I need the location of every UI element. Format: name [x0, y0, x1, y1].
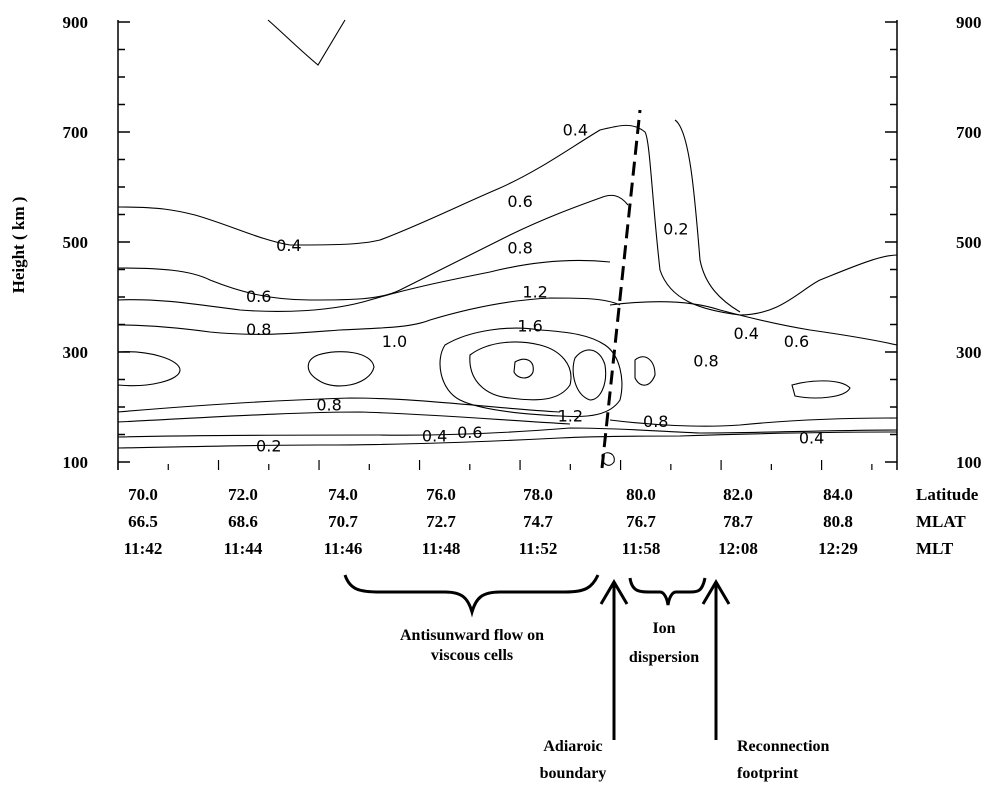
- y-tick-label-right: 900: [956, 13, 982, 32]
- x-row-value: 72.0: [228, 485, 258, 504]
- reconnection-label-line1: Reconnection: [737, 738, 830, 755]
- contour-label: 0.8: [643, 412, 668, 431]
- contour-line: [117, 194, 629, 301]
- x-row-value: 11:58: [622, 539, 661, 558]
- y-tick-label-left: 300: [63, 343, 89, 362]
- y-tick-label-right: 700: [956, 123, 982, 142]
- contour-label: 0.4: [422, 427, 447, 446]
- x-row-value: 74.7: [523, 512, 553, 531]
- contour-line: [634, 356, 656, 386]
- contour-line: [609, 417, 898, 427]
- contour-line: [609, 301, 898, 346]
- contour-line: [791, 380, 851, 399]
- contour-line: [572, 349, 607, 401]
- x-row-value: 70.0: [128, 485, 158, 504]
- x-row-value: 76.7: [626, 512, 656, 531]
- contour-line: [117, 351, 181, 387]
- antisunward-label-line1: Antisunward flow on: [400, 627, 544, 644]
- x-row-value: 11:52: [519, 539, 558, 558]
- contour-line: [117, 431, 898, 449]
- x-row-label: Latitude: [916, 485, 979, 504]
- contour-line: [117, 259, 611, 312]
- x-row-value: 11:46: [324, 539, 363, 558]
- x-row-value: 80.8: [823, 512, 853, 531]
- contour-label: 0.4: [733, 324, 758, 343]
- x-row-value: 11:48: [422, 539, 461, 558]
- adiaroic-dashed-line: [600, 109, 642, 469]
- antisunward-label-line2: viscous cells: [431, 647, 513, 664]
- contour-line: [513, 358, 534, 379]
- x-axis-rows: 70.0 72.0 74.0 76.0 78.0 80.0 82.0 84.0 Latitude…: [124, 485, 979, 558]
- contour-label: 1.0: [382, 332, 407, 351]
- reconnection-arrowhead: [701, 579, 731, 605]
- contour-label: 0.8: [316, 395, 341, 414]
- contour-lines: [117, 19, 898, 466]
- contour-label: 0.6: [457, 423, 482, 442]
- x-row-value: 11:44: [224, 539, 263, 558]
- x-row-value: 78.7: [723, 512, 753, 531]
- contour-line: [307, 351, 375, 387]
- x-row-value: 76.0: [426, 485, 456, 504]
- x-row-value: 70.7: [328, 512, 358, 531]
- y-tick-label-right: 500: [956, 233, 982, 252]
- y-tick-label-right: 100: [956, 453, 982, 472]
- contour-line: [117, 124, 898, 316]
- x-row-value: 11:42: [124, 539, 163, 558]
- contour-label: 0.6: [784, 332, 809, 351]
- contour-label: 1.2: [522, 283, 547, 302]
- ion-label-line1: Ion: [652, 620, 675, 637]
- ion-label-line2: dispersion: [629, 649, 699, 666]
- contour-label: 0.8: [246, 320, 271, 339]
- x-row-value: 74.0: [328, 485, 358, 504]
- y-tick-labels-right: 100 300 500 700 900: [956, 13, 982, 472]
- contour-label: 0.4: [799, 428, 824, 447]
- contour-label: 0.6: [507, 192, 532, 211]
- x-row-value: 66.5: [128, 512, 158, 531]
- adiaroic-label-line1: Adiaroic: [543, 738, 602, 755]
- contour-label: 0.2: [663, 219, 688, 238]
- antisunward-brace: [343, 574, 600, 618]
- contour-line: [469, 341, 572, 401]
- x-row-value: 82.0: [723, 485, 753, 504]
- contour-label: 0.8: [693, 351, 718, 370]
- y-tick-label-left: 500: [63, 233, 89, 252]
- x-row-value: 72.7: [426, 512, 456, 531]
- contour-line: [117, 297, 621, 335]
- contour-label: 0.4: [563, 120, 588, 139]
- contour-label: 1.2: [558, 406, 583, 425]
- adiaroic-label-line2: boundary: [540, 765, 607, 782]
- x-row-label: MLAT: [916, 512, 966, 531]
- reconnection-label-line2: footprint: [737, 765, 799, 782]
- contour-line: [674, 119, 741, 313]
- y-tick-label-right: 300: [956, 343, 982, 362]
- y-tick-label-left: 900: [63, 13, 89, 32]
- contour-label: 1.6: [517, 317, 542, 336]
- contour-labels: 0.4 0.6 0.4 0.2 0.8 0.6 1.2 0.8 1.0 1.6 0.4 0.6 0.8 0…: [246, 120, 824, 455]
- contour-label: 0.2: [256, 437, 281, 456]
- contour-label: 0.6: [246, 287, 271, 306]
- adiaroic-arrowhead: [599, 579, 629, 605]
- y-tick-label-left: 700: [63, 123, 89, 142]
- x-row-label: MLT: [916, 539, 954, 558]
- x-row-value: 78.0: [523, 485, 553, 504]
- x-row-value: 84.0: [823, 485, 853, 504]
- contour-label: 0.4: [276, 236, 301, 255]
- contour-line: [267, 19, 346, 66]
- x-row-value: 12:08: [718, 539, 758, 558]
- annotations: Antisunward flow on viscous cells Ion di…: [343, 574, 830, 782]
- x-row-value: 80.0: [626, 485, 656, 504]
- contour-line: [439, 327, 623, 418]
- contour-line: [117, 427, 898, 438]
- plot-frame: [117, 20, 898, 470]
- ion-brace: [628, 577, 707, 606]
- y-tick-label-left: 100: [63, 453, 89, 472]
- x-row-value: 68.6: [228, 512, 258, 531]
- contour-label: 0.8: [507, 239, 532, 258]
- x-row-value: 12:29: [818, 539, 858, 558]
- contour-line: [117, 397, 561, 413]
- y-tick-labels-left: 100 300 500 700 900: [63, 13, 89, 472]
- contour-line: [117, 411, 571, 425]
- y-axis-title: Height ( km ): [9, 197, 28, 294]
